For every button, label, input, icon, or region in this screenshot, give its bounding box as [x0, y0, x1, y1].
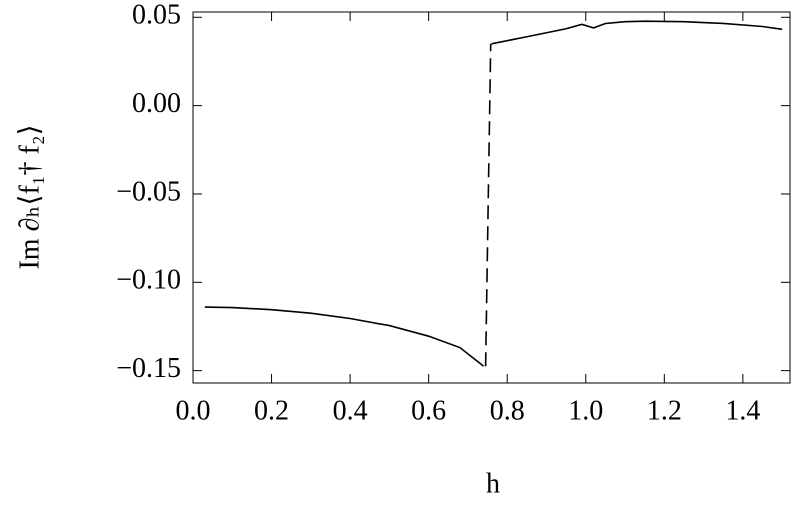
data-line — [484, 43, 492, 367]
y-tick-label: −0.05 — [116, 176, 181, 207]
x-tick-label: 1.4 — [725, 395, 760, 426]
x-tick-label: 0.4 — [333, 395, 368, 426]
x-tick-label: 1.0 — [568, 395, 603, 426]
y-tick-label: 0.00 — [132, 88, 181, 119]
x-tick-label: 0.0 — [176, 395, 211, 426]
y-tick-label: 0.05 — [132, 0, 181, 31]
x-tick-label: 0.2 — [254, 395, 289, 426]
y-tick-label: −0.15 — [116, 353, 181, 384]
x-tick-label: 0.8 — [490, 395, 525, 426]
x-axis-label: h — [486, 468, 500, 499]
x-tick-label: 0.6 — [411, 395, 446, 426]
x-tick-label: 1.2 — [647, 395, 682, 426]
plot-frame — [192, 11, 791, 384]
y-axis-label: Im ∂ₕ⟨f₁† f₂⟩ — [14, 124, 45, 269]
data-line — [491, 20, 783, 45]
y-tick-label: −0.10 — [116, 265, 181, 296]
data-line — [204, 306, 485, 367]
